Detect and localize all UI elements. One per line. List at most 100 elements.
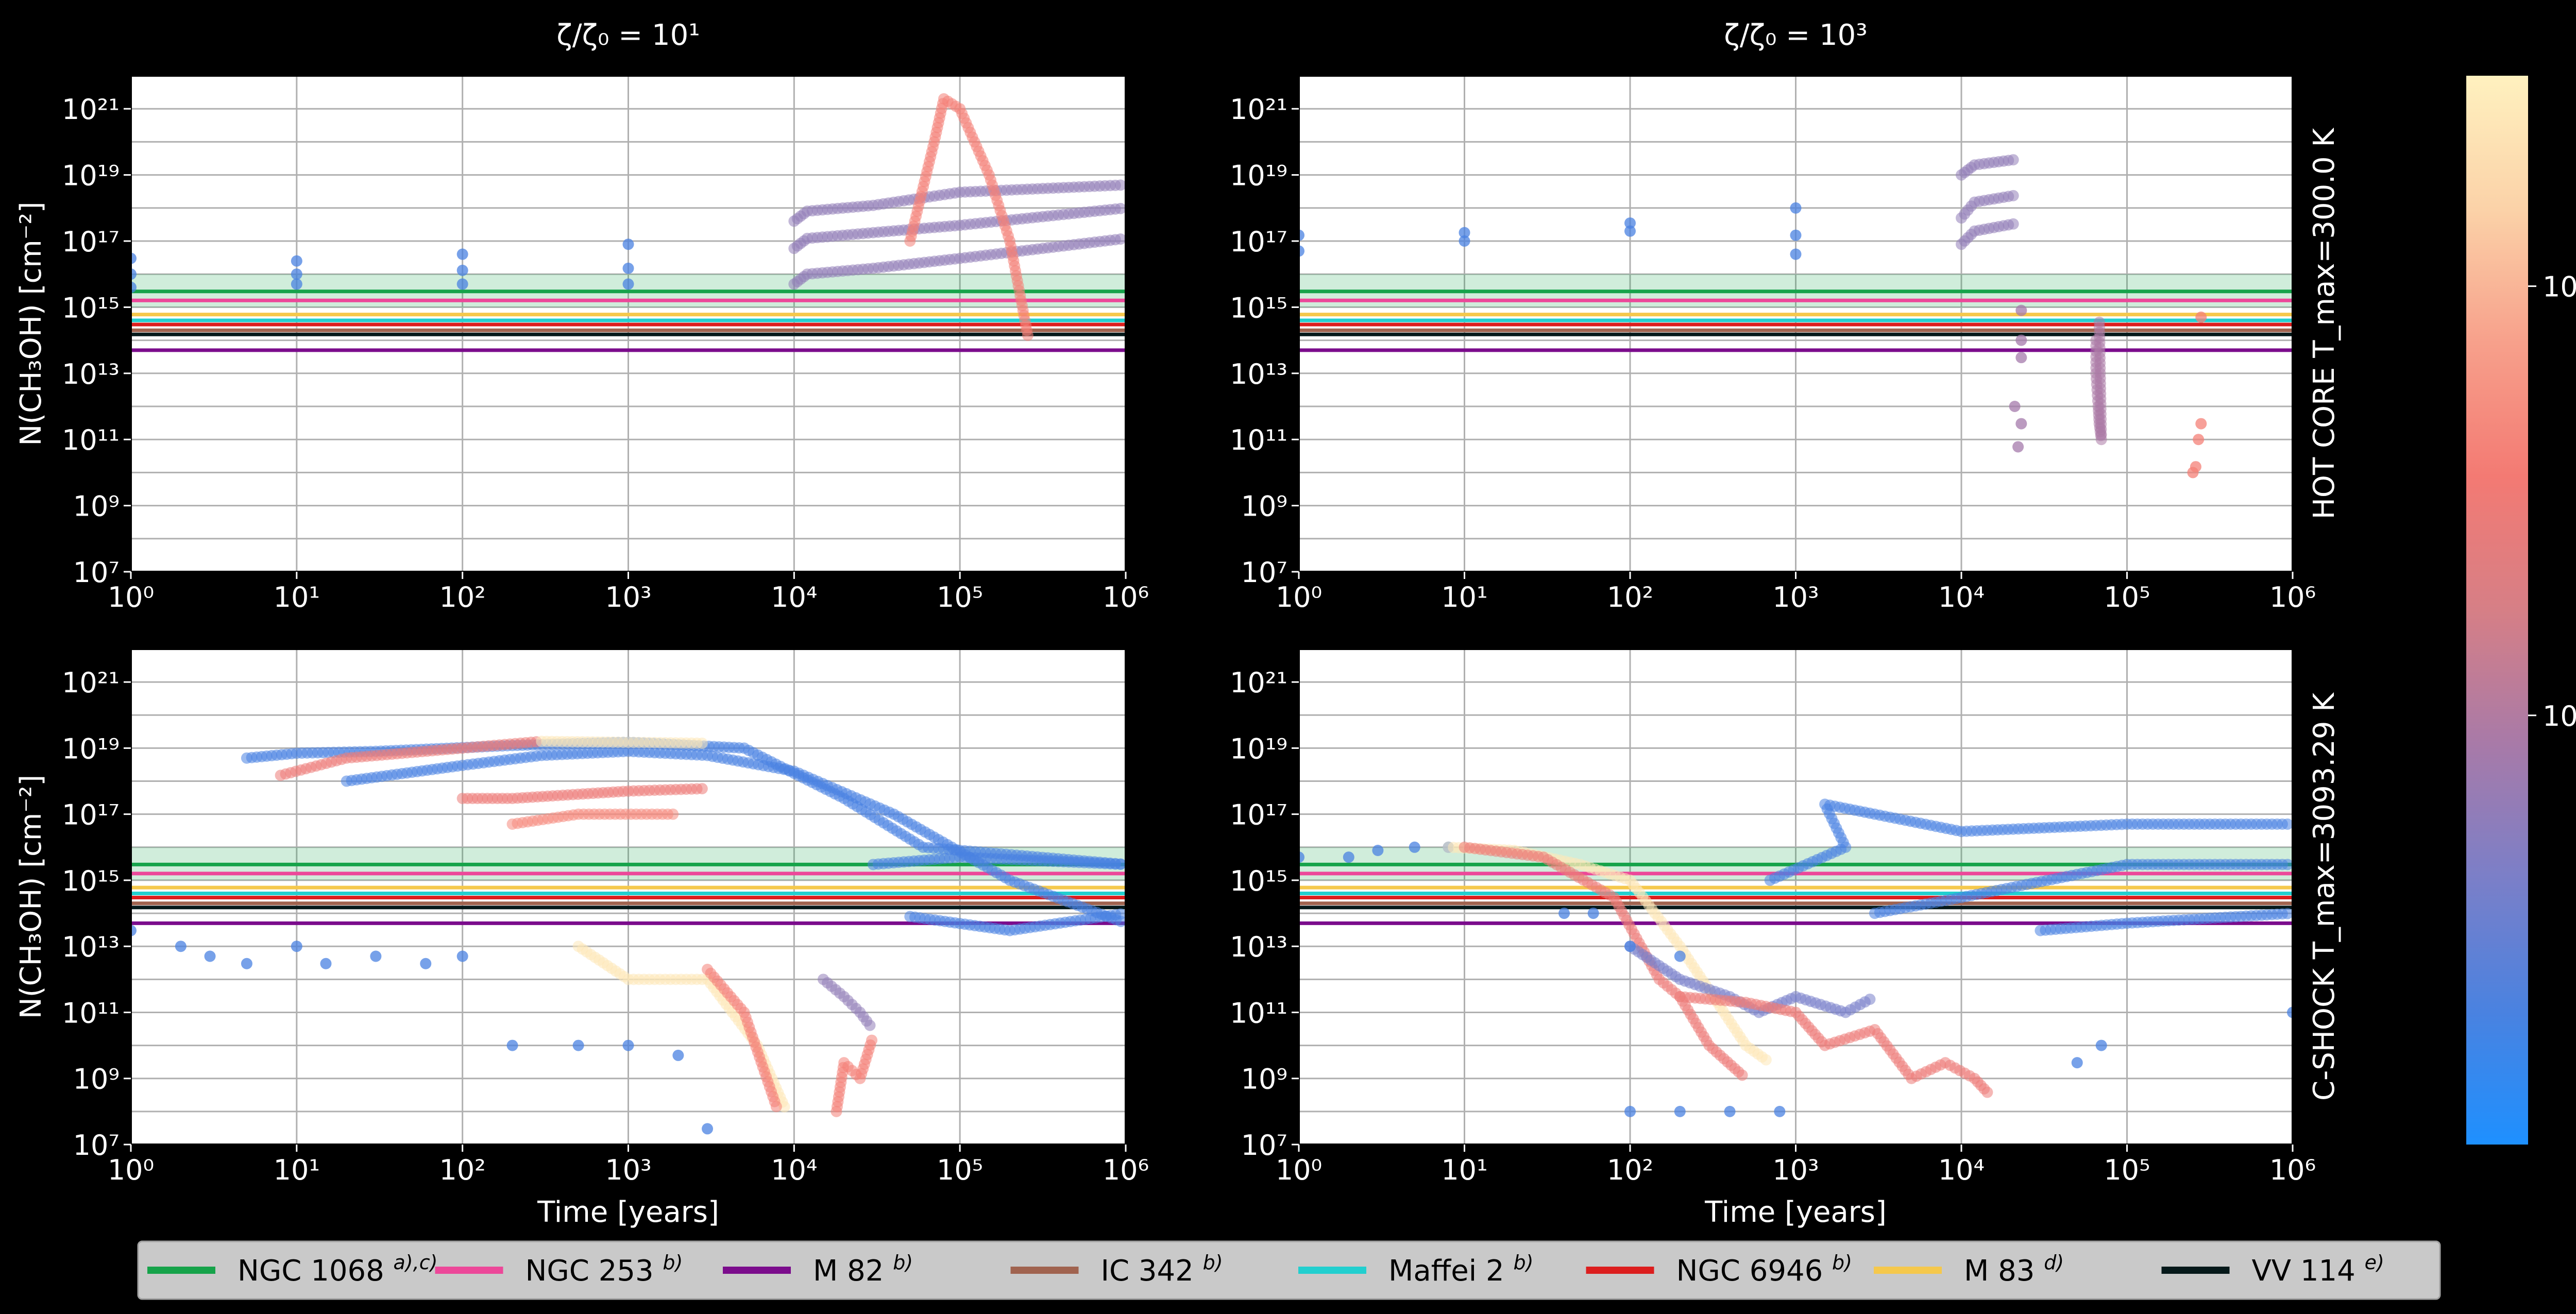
x-tick-label: 10³ [605, 581, 651, 613]
plot-content [131, 649, 1126, 1145]
data-point [622, 278, 634, 290]
data-point [1674, 950, 1686, 962]
curve-point [2007, 218, 2019, 230]
curve-point [778, 1101, 790, 1113]
y-tick-label: 10²¹ [62, 667, 120, 699]
y-tick-label: 10¹⁵ [62, 292, 120, 324]
data-point [2071, 1057, 2083, 1069]
x-tick-label: 10⁰ [108, 581, 154, 613]
data-point [131, 281, 137, 293]
data-point [672, 1049, 684, 1061]
data-point [320, 958, 332, 969]
curve-point [1022, 329, 1033, 341]
x-tick-label: 10³ [1772, 581, 1819, 613]
x-tick-label: 10⁶ [1103, 581, 1149, 613]
y-tick-label: 10¹⁹ [62, 732, 120, 765]
y-tick-label: 10¹¹ [1230, 424, 1287, 456]
y-tick-label: 10⁹ [1241, 1063, 1287, 1096]
x-tick-label: 10⁴ [771, 1154, 817, 1186]
data-point [1624, 1105, 1636, 1117]
x-axis-label: Time [years] [537, 1196, 719, 1229]
panel-2: 10⁰ 10¹ 10² 10³ 10⁴ 10⁵ 10⁶ 10⁷ 10⁹ 10¹¹ 10¹³ 10¹⁵ 1… [1230, 19, 2341, 613]
data-point [2193, 434, 2205, 446]
panel-4: 10⁰ 10¹ 10² 10³ 10⁴ 10⁵ 10⁶ 10⁷ 10⁹ 10¹¹ 10¹³ 10¹⁵ 1… [1230, 648, 2341, 1229]
legend-item: NGC 1068 a),c) [147, 1251, 437, 1288]
y-tick-label: 10⁹ [1241, 490, 1287, 523]
x-tick-label: 10¹ [1441, 1154, 1487, 1186]
x-tick-label: 10² [439, 581, 485, 613]
plot-content [1299, 649, 2293, 1145]
legend-item: IC 342 b) [1010, 1251, 1223, 1288]
x-tick-label: 10⁵ [937, 1154, 983, 1186]
y-tick-label: 10⁹ [73, 490, 120, 523]
data-point [456, 264, 468, 276]
curve-point [1114, 858, 1126, 870]
y-tick-label: 10¹³ [1230, 358, 1287, 390]
y-tick-label: 10⁹ [73, 1063, 120, 1096]
legend-label: Maffei 2 b) [1388, 1251, 1533, 1288]
x-tick-label: 10⁶ [1103, 1154, 1149, 1186]
data-point [456, 950, 468, 962]
x-tick-label: 10⁵ [2104, 581, 2150, 613]
data-point [2195, 418, 2207, 430]
x-tick-label: 10⁶ [2269, 581, 2316, 613]
data-point [1774, 1105, 1786, 1117]
y-tick-label: 10⁷ [1241, 556, 1287, 589]
x-tick-label: 10¹ [274, 1154, 320, 1186]
colorbar: 10²10³Gas Temperature [K] [2466, 76, 2576, 1145]
data-point [291, 941, 302, 952]
legend: NGC 1068 a),c) NGC 253 b) M 82 b) IC 342 b)… [137, 1240, 2441, 1300]
x-tick-label: 10⁰ [108, 1154, 154, 1186]
y-tick-label: 10¹⁹ [1230, 160, 1287, 192]
data-point [1790, 202, 1802, 214]
curve-point [1981, 1086, 1993, 1098]
data-point [1624, 217, 1636, 229]
y-tick-label: 10²¹ [62, 93, 120, 126]
plot-content [131, 76, 1126, 572]
y-axis-label: N(CH₃OH) [cm⁻²] [14, 775, 48, 1019]
x-tick-label: 10² [1607, 1154, 1653, 1186]
curve-point [667, 808, 679, 820]
y-axis-label: N(CH₃OH) [cm⁻²] [14, 201, 48, 446]
curve-point [770, 1101, 782, 1113]
row-label: HOT CORE T_max=300.0 K [2308, 128, 2341, 520]
plot-content [1299, 76, 2293, 572]
y-tick-label: 10¹⁷ [1230, 799, 1287, 831]
y-tick-label: 10¹¹ [62, 997, 120, 1029]
data-point [131, 925, 137, 936]
data-point [1459, 235, 1470, 247]
data-point [572, 1039, 584, 1051]
data-point [131, 252, 137, 264]
colorbar-tick-label: 10² [2543, 700, 2576, 732]
curve-point [1736, 1069, 1748, 1081]
data-point [2015, 304, 2027, 316]
legend-label: NGC 6946 b) [1676, 1251, 1852, 1288]
curve-point [2281, 859, 2293, 871]
curve-point [1760, 1054, 1772, 1066]
data-point [456, 248, 468, 260]
data-point [622, 262, 634, 274]
y-tick-label: 10¹³ [62, 931, 120, 963]
data-point [1372, 845, 1384, 857]
data-point [2187, 467, 2199, 479]
y-tick-label: 10²¹ [1230, 93, 1287, 126]
y-tick-label: 10¹⁵ [1230, 292, 1287, 324]
curve-point [1114, 179, 1126, 191]
curve-point [2093, 316, 2105, 328]
data-point [241, 958, 252, 969]
y-tick-label: 10¹⁷ [62, 226, 120, 258]
x-tick-label: 10⁴ [1938, 581, 1985, 613]
x-tick-label: 10² [439, 1154, 485, 1186]
curve-point [864, 1019, 876, 1031]
x-tick-label: 10⁶ [2269, 1154, 2316, 1186]
x-tick-label: 10⁴ [1938, 1154, 1985, 1186]
data-point [1674, 1105, 1686, 1117]
y-tick-label: 10¹⁹ [62, 160, 120, 192]
panel-3: 10⁰ 10¹ 10² 10³ 10⁴ 10⁵ 10⁶ 10⁷ 10⁹ 10¹¹ 10¹³ 10¹⁵ 1… [14, 648, 1149, 1229]
y-tick-label: 10¹⁷ [62, 799, 120, 831]
x-tick-label: 10³ [1772, 1154, 1819, 1186]
y-tick-label: 10¹⁵ [1230, 865, 1287, 897]
colorbar-tick-label: 10³ [2543, 271, 2576, 303]
data-point [1724, 1105, 1736, 1117]
